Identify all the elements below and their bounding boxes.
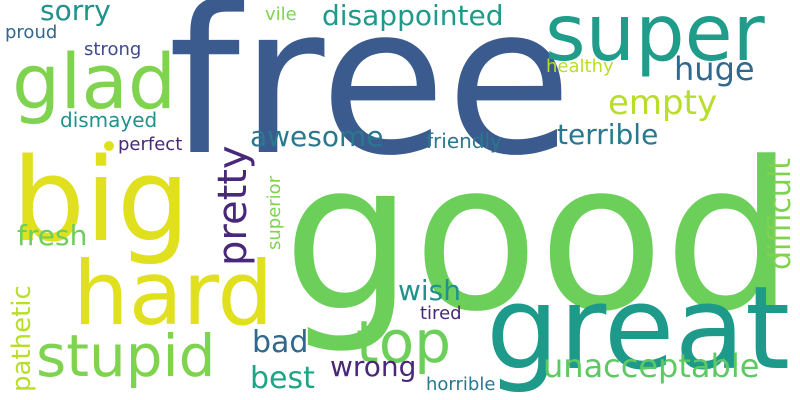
word-strong: strong bbox=[84, 39, 141, 60]
word-super: super bbox=[545, 0, 766, 79]
word-healthy: healthy bbox=[546, 56, 614, 77]
word-pathetic: pathetic bbox=[7, 285, 37, 392]
word-difficult: difficult bbox=[763, 158, 798, 270]
dot-mark bbox=[104, 141, 114, 151]
word-empty: empty bbox=[608, 83, 717, 123]
word-wish: wish bbox=[398, 274, 461, 307]
word-top: top bbox=[356, 308, 451, 376]
word-unacceptable: unacceptable bbox=[543, 347, 759, 385]
word-hard: hard bbox=[73, 242, 273, 345]
word-huge: huge bbox=[674, 50, 755, 88]
word-friendly: friendly bbox=[426, 129, 502, 153]
word-vile: vile bbox=[265, 4, 297, 25]
word-dismayed: dismayed bbox=[60, 108, 157, 132]
word-great: great bbox=[486, 262, 790, 396]
word-wrong: wrong bbox=[330, 350, 416, 383]
word-horrible: horrible bbox=[426, 374, 495, 395]
word-perfect: perfect bbox=[118, 134, 182, 155]
word-pretty: pretty bbox=[210, 145, 256, 266]
word-free: free bbox=[168, 0, 572, 201]
word-best: best bbox=[250, 361, 315, 396]
word-fresh: fresh bbox=[17, 219, 87, 252]
word-superior: superior bbox=[264, 175, 285, 250]
word-stupid: stupid bbox=[36, 322, 215, 390]
word-disappointed: disappointed bbox=[322, 0, 503, 32]
word-bad: bad bbox=[252, 325, 308, 360]
word-terrible: terrible bbox=[557, 118, 658, 151]
word-sorry: sorry bbox=[40, 0, 111, 27]
word-proud: proud bbox=[5, 22, 57, 43]
word-awesome: awesome bbox=[250, 120, 384, 153]
word-glad: glad bbox=[12, 37, 176, 126]
word-good: good bbox=[283, 119, 794, 357]
word-tired: tired bbox=[420, 303, 462, 324]
word-big: big bbox=[12, 134, 190, 268]
